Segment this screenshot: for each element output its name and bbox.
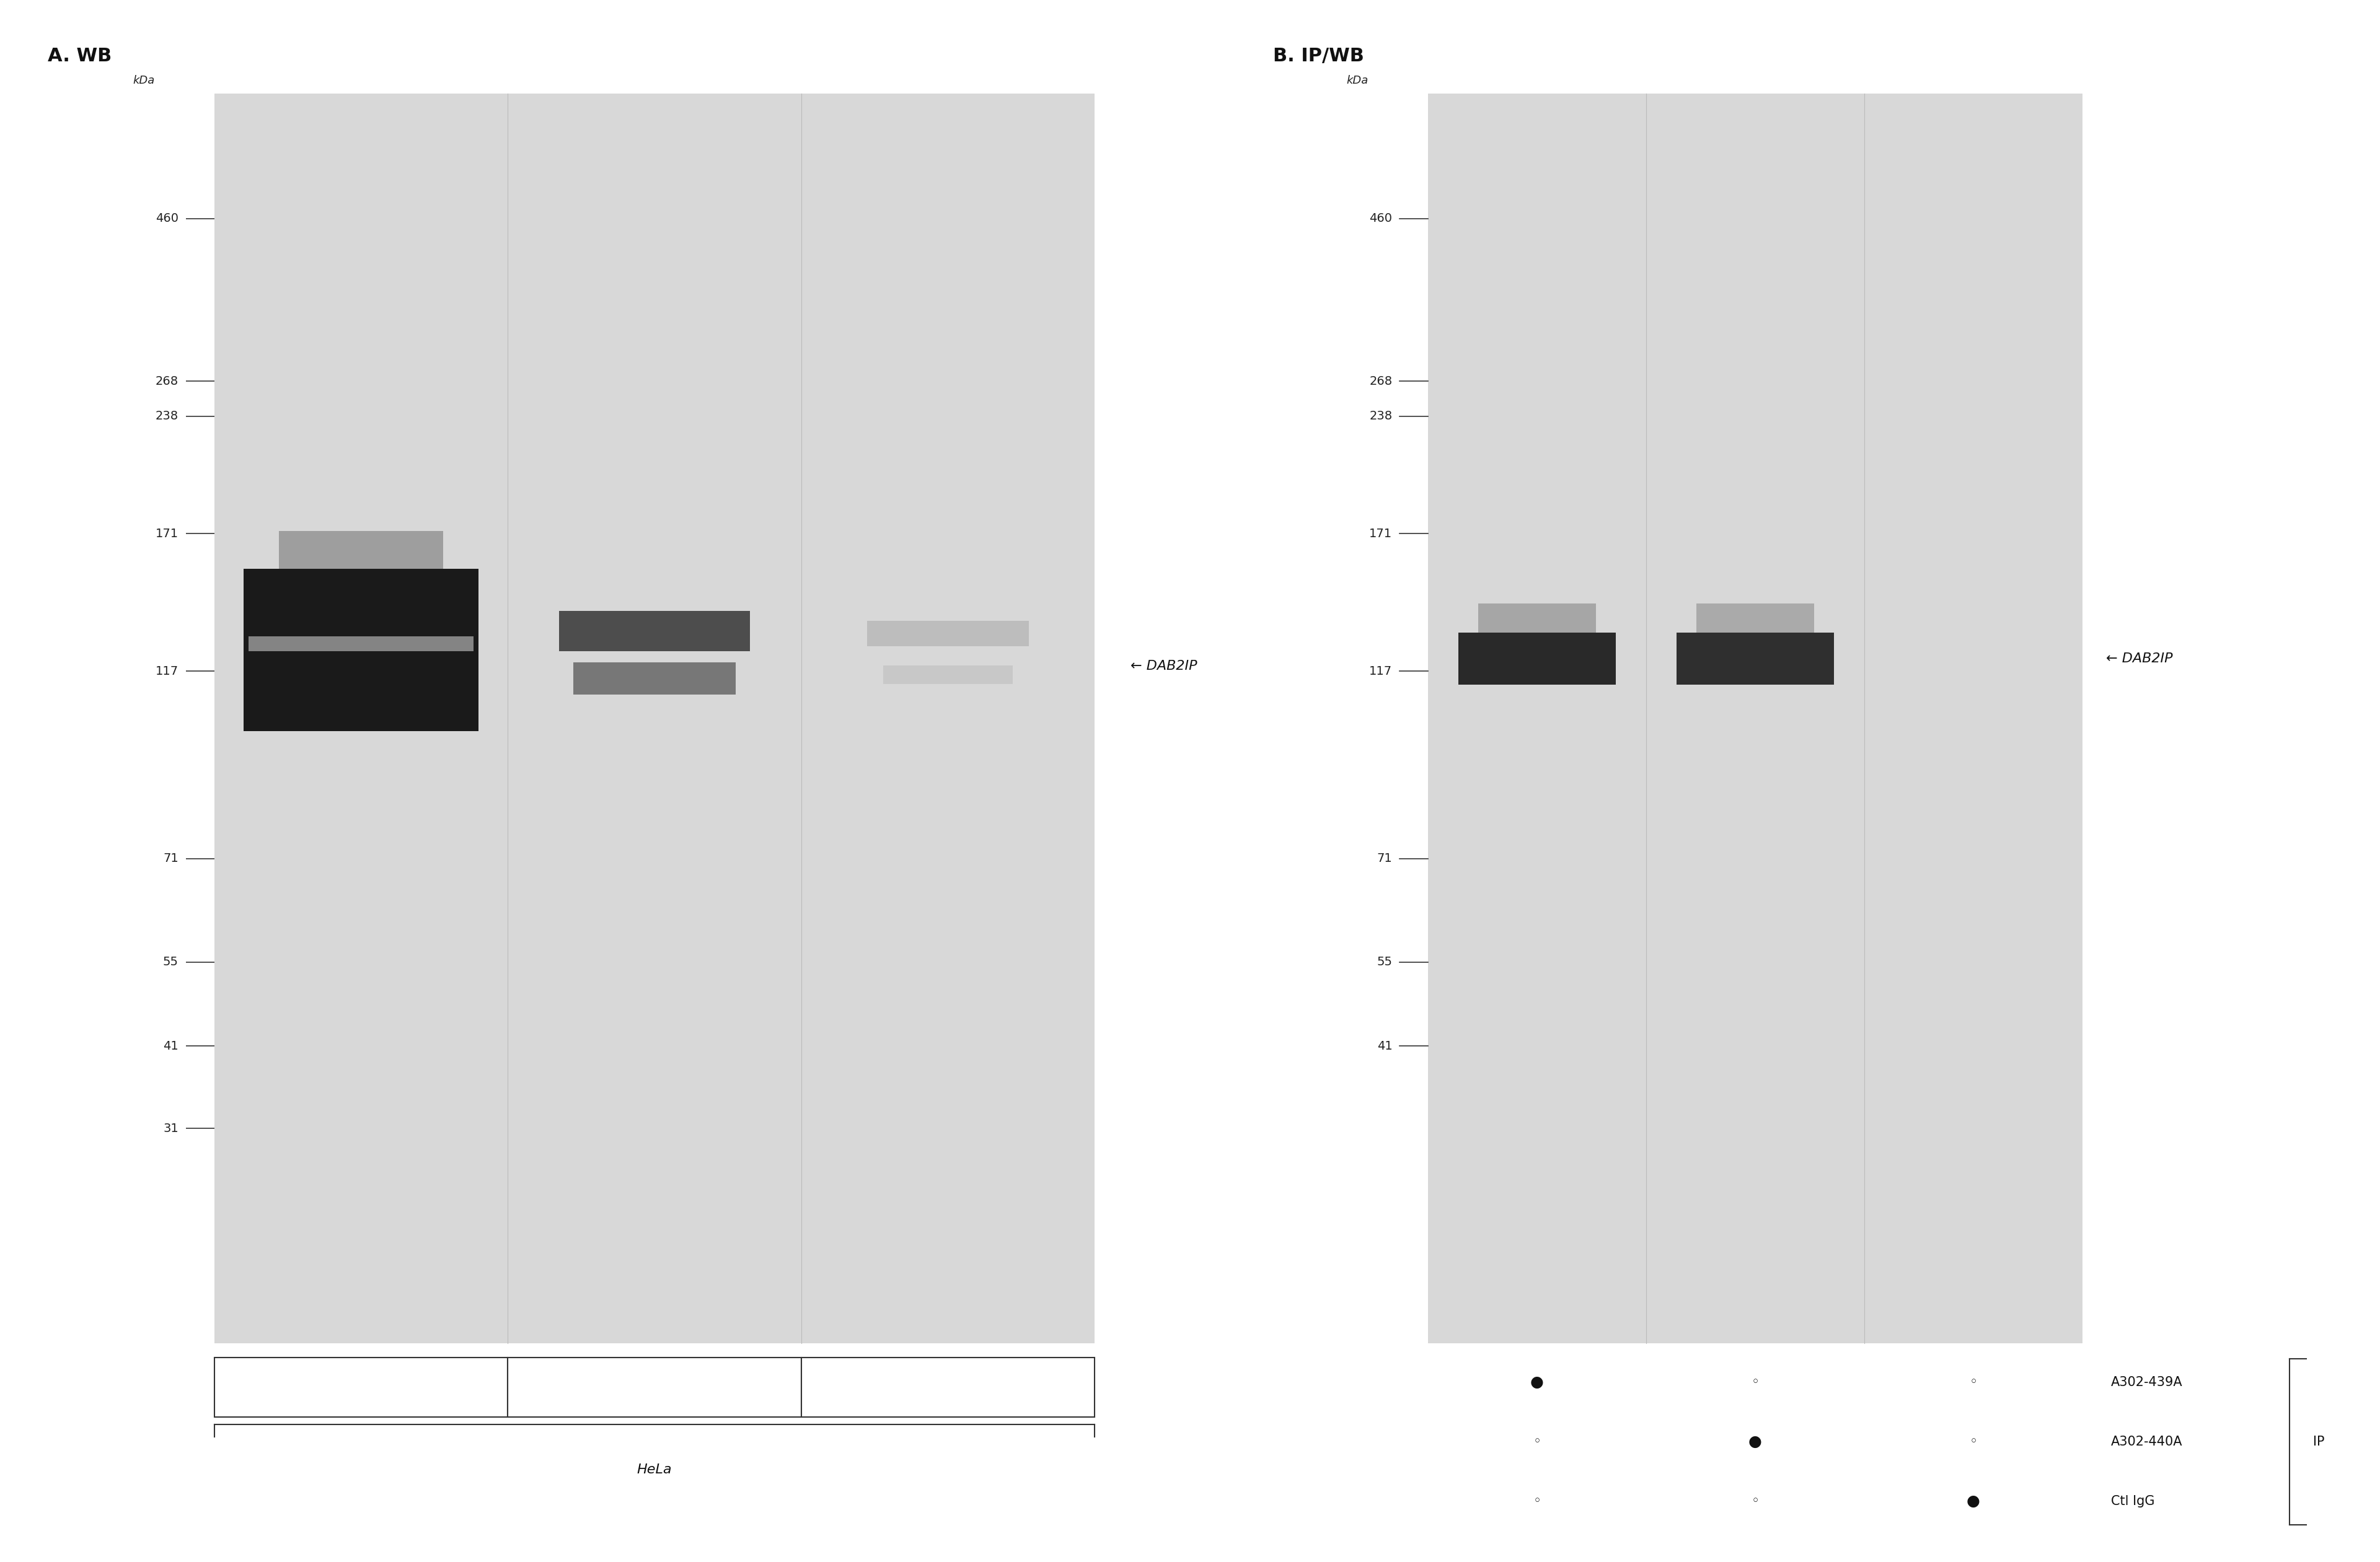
Text: A. WB: A. WB: [48, 47, 112, 66]
Bar: [278, 531, 443, 569]
Text: 117: 117: [155, 665, 178, 676]
Bar: [214, 1357, 507, 1417]
Bar: [802, 1357, 1095, 1417]
Text: Ctl IgG: Ctl IgG: [2111, 1495, 2154, 1507]
Text: ●: ●: [1966, 1493, 1980, 1509]
Bar: [507, 1357, 802, 1417]
Text: 268: 268: [155, 375, 178, 387]
Bar: [214, 94, 1095, 1343]
Text: B. IP/WB: B. IP/WB: [1273, 47, 1364, 66]
Bar: [248, 636, 474, 651]
Text: 15: 15: [647, 1381, 662, 1393]
Text: 50: 50: [352, 1381, 369, 1393]
Text: ◦: ◦: [1968, 1376, 1978, 1389]
Text: ◦: ◦: [1968, 1435, 1978, 1448]
Text: 71: 71: [164, 853, 178, 864]
Bar: [559, 611, 750, 651]
Bar: [883, 665, 1011, 684]
Text: 117: 117: [1368, 665, 1392, 676]
Text: IP: IP: [2313, 1435, 2325, 1448]
Text: 171: 171: [155, 528, 178, 539]
Bar: [574, 662, 735, 695]
Bar: [1478, 603, 1597, 633]
Text: 171: 171: [1368, 528, 1392, 539]
Text: ← DAB2IP: ← DAB2IP: [2106, 653, 2173, 665]
Text: 268: 268: [1368, 375, 1392, 387]
Bar: [1697, 603, 1814, 633]
Text: ●: ●: [1530, 1375, 1545, 1390]
Text: 238: 238: [155, 411, 178, 422]
Text: 41: 41: [1378, 1040, 1392, 1051]
Text: 41: 41: [164, 1040, 178, 1051]
Text: ◦: ◦: [1533, 1435, 1542, 1448]
Bar: [866, 622, 1028, 647]
Bar: [243, 569, 478, 731]
Bar: [1676, 633, 1833, 684]
Text: ●: ●: [1749, 1434, 1761, 1450]
Text: 71: 71: [1378, 853, 1392, 864]
Text: 238: 238: [1368, 411, 1392, 422]
Text: HeLa: HeLa: [638, 1464, 671, 1476]
Text: 31: 31: [164, 1123, 178, 1134]
Text: kDa: kDa: [1347, 75, 1368, 86]
Text: 460: 460: [1368, 212, 1392, 225]
Bar: [1428, 94, 2082, 1343]
Text: ◦: ◦: [1752, 1495, 1759, 1507]
Text: 55: 55: [162, 956, 178, 968]
Text: A302-439A: A302-439A: [2111, 1376, 2182, 1389]
Text: ◦: ◦: [1533, 1495, 1542, 1507]
Text: ← DAB2IP: ← DAB2IP: [1130, 659, 1197, 672]
Text: ◦: ◦: [1752, 1376, 1759, 1389]
Text: kDa: kDa: [133, 75, 155, 86]
Text: 460: 460: [155, 212, 178, 225]
Text: A302-440A: A302-440A: [2111, 1435, 2182, 1448]
Bar: [1459, 633, 1616, 684]
Text: 55: 55: [1376, 956, 1392, 968]
Text: 5: 5: [945, 1381, 952, 1393]
